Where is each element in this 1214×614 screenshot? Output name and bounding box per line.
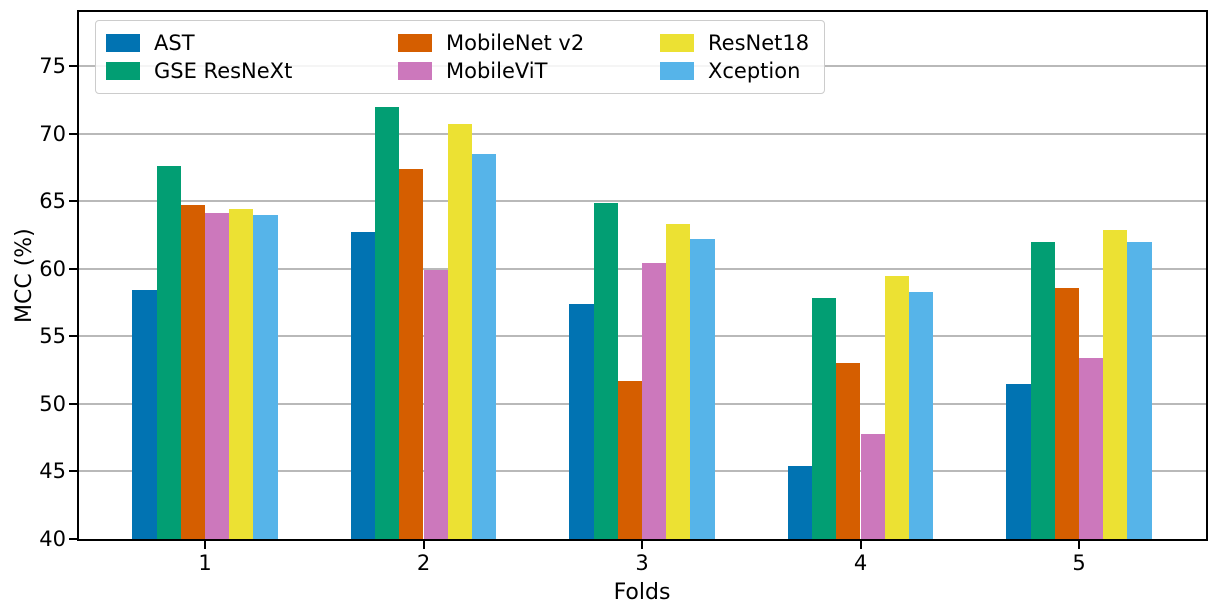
y-tick-label-50: 50 (39, 391, 66, 416)
y-tick-label-65: 65 (39, 189, 66, 214)
y-tick-mark-50 (69, 402, 77, 405)
bar-ast-fold-5 (1006, 383, 1031, 539)
x-tick-label-2: 2 (416, 551, 431, 575)
legend-swatch-ast-icon (106, 34, 140, 52)
legend-label-mobilenet-v2: MobileNet v2 (446, 31, 585, 55)
bar-ast-fold-3 (569, 303, 594, 539)
bar-gse-resnext-fold-3 (593, 202, 618, 539)
bar-mobilenet-v2-fold-5 (1054, 287, 1079, 539)
bar-resnet18-fold-1 (229, 209, 254, 539)
y-tick-label-60: 60 (39, 256, 66, 281)
legend-item-gse-resnext: GSE ResNeXt (106, 57, 398, 85)
bar-xception-fold-3 (690, 239, 715, 539)
legend-label-mobilevit: MobileViT (446, 59, 548, 83)
bar-mobilevit-fold-4 (860, 433, 885, 539)
bar-gse-resnext-fold-4 (812, 298, 837, 539)
bar-xception-fold-2 (471, 153, 497, 539)
legend-label-resnet18: ResNet18 (708, 31, 810, 55)
legend-item-ast: AST (106, 29, 398, 57)
bar-resnet18-fold-2 (447, 124, 472, 539)
x-tick-mark-2 (422, 541, 425, 549)
bar-resnet18-fold-4 (884, 275, 909, 539)
bar-mobilenet-v2-fold-2 (399, 168, 424, 539)
y-tick-label-40: 40 (39, 527, 66, 551)
bar-mobilevit-fold-1 (205, 213, 230, 539)
y-tick-mark-60 (69, 267, 77, 270)
y-tick-label-75: 75 (39, 54, 66, 79)
bar-mobilevit-fold-2 (423, 270, 448, 539)
gridline-65 (79, 200, 1206, 203)
legend-swatch-xception-icon (660, 62, 694, 80)
plot-area (77, 10, 1208, 541)
bar-mobilenet-v2-fold-1 (180, 205, 205, 539)
y-tick-label-55: 55 (39, 324, 66, 349)
legend-swatch-gse-resnext-icon (106, 62, 140, 80)
legend-label-gse-resnext: GSE ResNeXt (154, 59, 293, 83)
x-tick-label-4: 4 (853, 551, 868, 575)
y-tick-label-45: 45 (39, 459, 66, 484)
x-axis-title: Folds (613, 580, 671, 605)
bar-mobilenet-v2-fold-4 (836, 363, 861, 539)
bar-mobilevit-fold-3 (642, 263, 667, 539)
bar-mobilevit-fold-5 (1079, 357, 1104, 539)
x-tick-mark-4 (859, 541, 862, 549)
bar-xception-fold-1 (253, 214, 278, 539)
bar-xception-fold-4 (908, 291, 934, 539)
y-tick-mark-70 (69, 132, 77, 135)
bar-resnet18-fold-5 (1103, 229, 1128, 539)
x-tick-mark-5 (1078, 541, 1080, 549)
bar-gse-resnext-fold-1 (156, 166, 181, 539)
y-tick-mark-65 (69, 200, 77, 203)
legend-swatch-mobilenet-v2-icon (398, 34, 432, 52)
bar-ast-fold-4 (787, 466, 813, 539)
legend-swatch-mobilevit-icon (398, 62, 432, 80)
y-tick-mark-75 (69, 65, 77, 68)
legend: AST GSE ResNeXt MobileNet v2 MobileViT ResNe… (95, 20, 825, 94)
bar-ast-fold-2 (350, 232, 376, 539)
y-tick-mark-40 (69, 538, 77, 540)
gridline-70 (79, 132, 1206, 135)
legend-label-xception: Xception (708, 59, 801, 83)
legend-item-mobilenet-v2: MobileNet v2 (398, 29, 660, 57)
bar-gse-resnext-fold-2 (375, 106, 400, 539)
legend-label-ast: AST (154, 31, 195, 55)
x-tick-mark-3 (641, 541, 643, 549)
legend-item-mobilevit: MobileViT (398, 57, 660, 85)
y-tick-mark-55 (69, 335, 77, 338)
x-tick-label-5: 5 (1072, 551, 1086, 575)
bar-resnet18-fold-3 (666, 224, 691, 539)
y-tick-label-70: 70 (39, 121, 66, 146)
bar-ast-fold-1 (132, 290, 157, 539)
x-tick-mark-1 (204, 541, 206, 549)
legend-item-resnet18: ResNet18 (660, 29, 814, 57)
legend-swatch-resnet18-icon (660, 34, 694, 52)
x-tick-label-3: 3 (635, 551, 649, 575)
bar-mobilenet-v2-fold-3 (617, 380, 642, 539)
y-tick-mark-45 (69, 470, 77, 473)
legend-item-xception: Xception (660, 57, 814, 85)
x-tick-label-1: 1 (198, 551, 212, 575)
bar-xception-fold-5 (1127, 241, 1152, 539)
bar-gse-resnext-fold-5 (1030, 241, 1055, 539)
